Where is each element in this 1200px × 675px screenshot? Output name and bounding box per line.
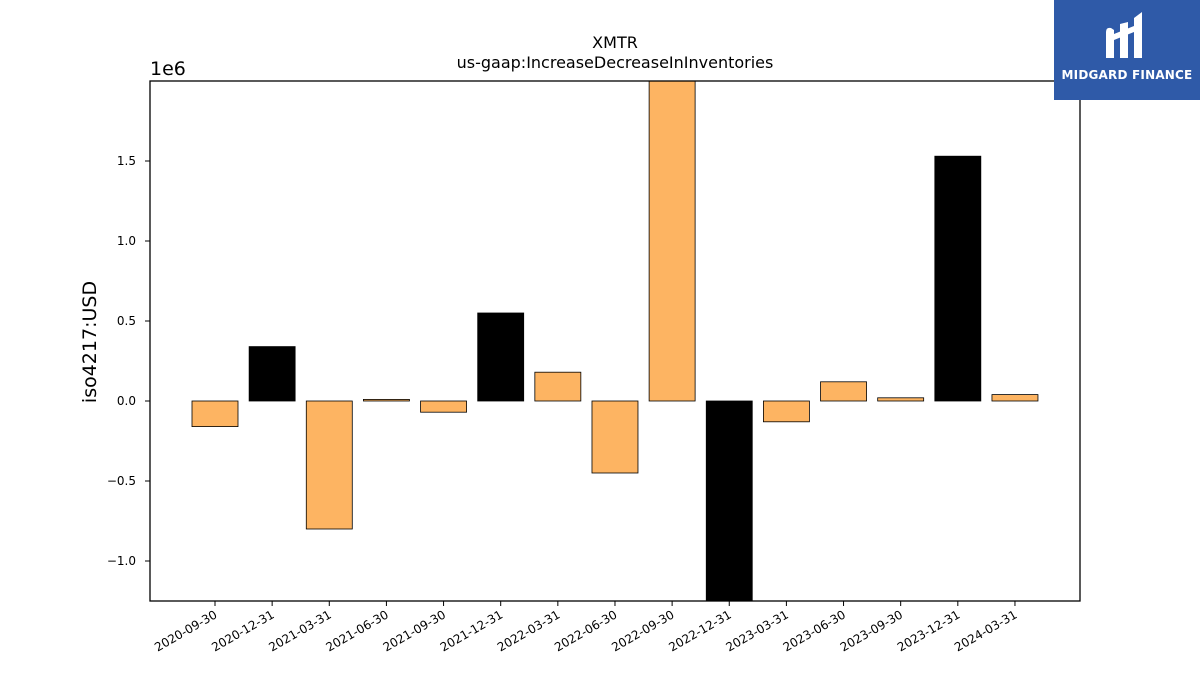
x-tick-label: 2020-12-31 <box>209 607 276 654</box>
bar-2024-03-31 <box>991 394 1039 402</box>
x-tick-label: 2024-03-31 <box>952 607 1019 654</box>
logo-text: MIDGARD FINANCE <box>1061 68 1193 82</box>
logo-mark-icon <box>1106 12 1142 58</box>
x-tick-label: 2021-06-30 <box>324 607 391 654</box>
y-multiplier: 1e6 <box>150 58 186 80</box>
bar-2021-09-30 <box>420 400 467 413</box>
x-tick-label: 2020-09-30 <box>152 607 219 654</box>
bar-2022-06-30 <box>591 400 639 474</box>
bar-2022-03-31 <box>534 371 582 402</box>
bar-2023-12-31 <box>934 155 982 402</box>
bar-2023-09-30 <box>877 397 925 402</box>
chart-subtitle: us-gaap:IncreaseDecreaseInInventories <box>457 53 774 72</box>
bar-2021-12-31 <box>477 312 525 402</box>
x-tick-label: 2021-03-31 <box>266 607 333 654</box>
y-tick-label: 0.5 <box>117 314 136 328</box>
x-tick-label: 2022-12-31 <box>666 607 733 654</box>
company-logo: MIDGARD FINANCE <box>1054 0 1200 100</box>
bar-2023-03-31 <box>763 400 810 423</box>
bar-2023-06-30 <box>820 381 867 402</box>
x-tick-label: 2023-12-31 <box>895 607 962 654</box>
x-tick-label: 2021-12-31 <box>438 607 505 654</box>
chart-title: XMTR <box>592 33 638 52</box>
y-axis-label: iso4217:USD <box>79 281 101 403</box>
y-tick-label: 1.5 <box>117 154 136 168</box>
x-tick-label: 2022-09-30 <box>609 607 676 654</box>
x-tick-label: 2023-09-30 <box>838 607 905 654</box>
x-tick-label: 2022-06-30 <box>552 607 619 654</box>
plot-area: 2020-09-302020-12-312021-03-312021-06-30… <box>107 81 1039 654</box>
bar-2020-09-30 <box>191 400 239 428</box>
bar-2021-03-31 <box>305 400 353 530</box>
x-tick-label: 2023-06-30 <box>781 607 848 654</box>
y-tick-label: −0.5 <box>107 474 136 488</box>
x-tick-label: 2021-09-30 <box>381 607 448 654</box>
x-tick-label: 2022-03-31 <box>495 607 562 654</box>
y-tick-label: 0.0 <box>117 394 136 408</box>
bar-2020-12-31 <box>248 346 296 402</box>
bar-2021-06-30 <box>363 398 410 402</box>
y-tick-label: −1.0 <box>107 554 136 568</box>
x-tick-label: 2023-03-31 <box>723 607 790 654</box>
y-tick-label: 1.0 <box>117 234 136 248</box>
bar-2022-09-30 <box>648 81 696 402</box>
plot-frame <box>149 80 1081 602</box>
bar-2022-12-31 <box>705 400 753 601</box>
